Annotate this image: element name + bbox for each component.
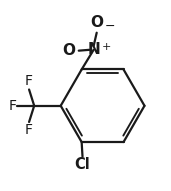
Text: O: O xyxy=(62,43,75,58)
Text: +: + xyxy=(102,42,111,52)
Text: O: O xyxy=(90,15,103,30)
Text: F: F xyxy=(8,99,16,113)
Text: N: N xyxy=(87,42,100,57)
Text: F: F xyxy=(25,74,33,88)
Text: Cl: Cl xyxy=(75,157,90,172)
Text: F: F xyxy=(25,123,33,137)
Text: −: − xyxy=(105,20,115,33)
